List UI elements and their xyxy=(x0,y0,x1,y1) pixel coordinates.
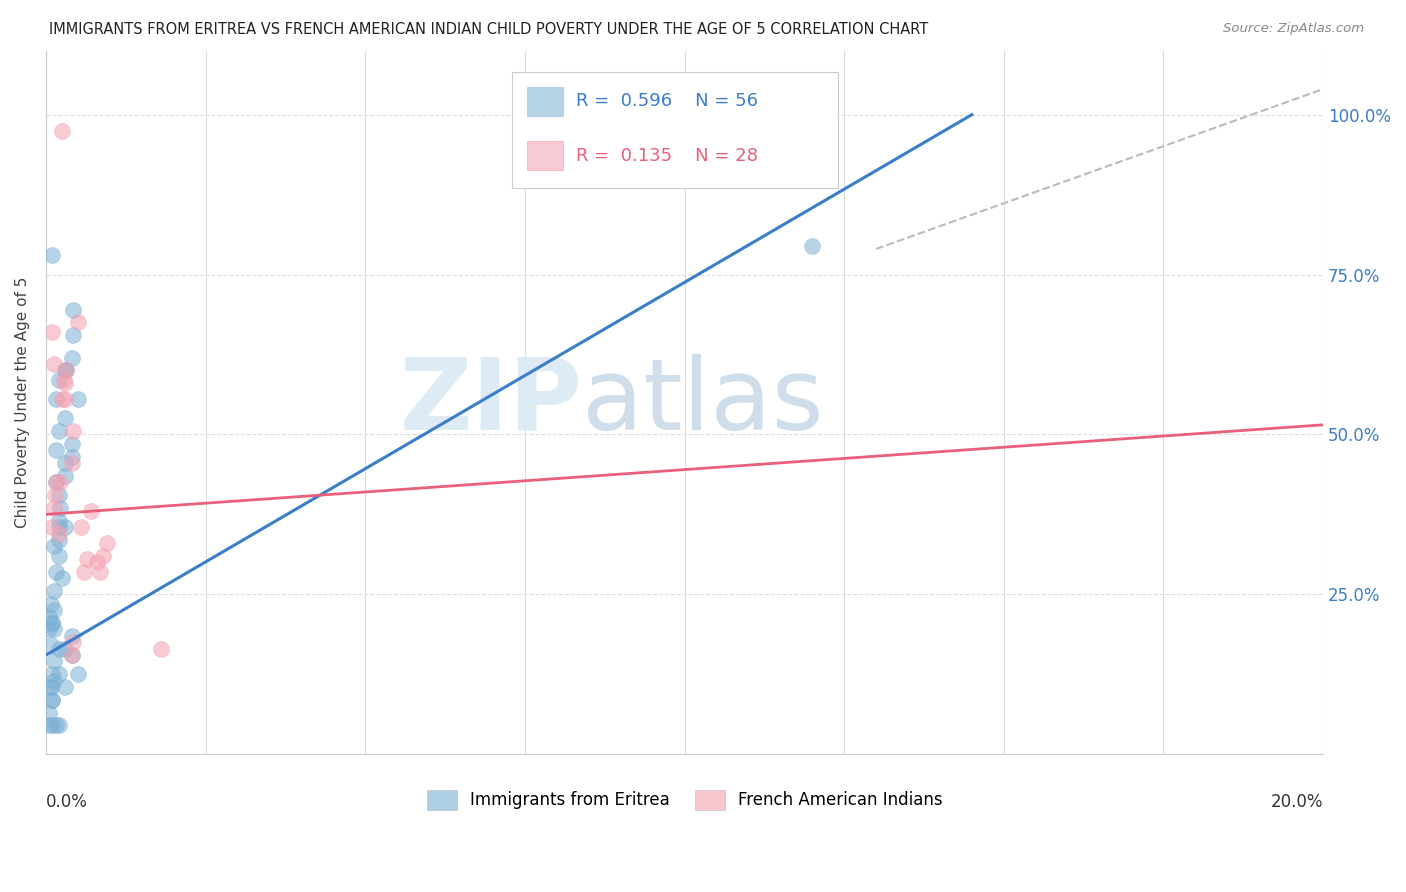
Point xyxy=(41,616,63,631)
FancyBboxPatch shape xyxy=(512,71,838,188)
Point xyxy=(66,316,89,330)
Point xyxy=(41,325,63,339)
Y-axis label: Child Poverty Under the Age of 5: Child Poverty Under the Age of 5 xyxy=(15,277,30,528)
Point xyxy=(62,328,84,343)
Point xyxy=(45,443,67,458)
Point xyxy=(48,533,70,547)
Point xyxy=(48,520,70,534)
Text: R =  0.596    N = 56: R = 0.596 N = 56 xyxy=(576,93,758,111)
Point xyxy=(60,450,83,464)
Point xyxy=(41,718,63,732)
Point xyxy=(79,504,101,518)
Text: atlas: atlas xyxy=(582,354,824,451)
Point xyxy=(48,514,70,528)
Point xyxy=(41,693,63,707)
Point xyxy=(44,539,66,553)
Point xyxy=(49,500,72,515)
Point xyxy=(38,609,60,624)
Point xyxy=(66,392,89,407)
Point xyxy=(53,520,76,534)
Point xyxy=(55,363,77,377)
Point xyxy=(53,469,76,483)
Point xyxy=(60,648,83,662)
Point xyxy=(41,667,63,681)
Point xyxy=(44,488,66,502)
Point xyxy=(39,639,62,653)
FancyBboxPatch shape xyxy=(527,141,564,170)
Point xyxy=(51,392,73,407)
Point xyxy=(53,411,76,425)
Point xyxy=(55,363,77,377)
Point xyxy=(48,667,70,681)
Point xyxy=(48,526,70,541)
Point xyxy=(76,552,98,566)
Point xyxy=(62,424,84,438)
Point xyxy=(48,373,70,387)
Point xyxy=(53,363,76,377)
Point xyxy=(42,673,65,688)
Point xyxy=(52,373,75,387)
Point xyxy=(60,648,83,662)
Text: Source: ZipAtlas.com: Source: ZipAtlas.com xyxy=(1223,22,1364,36)
Point xyxy=(51,571,73,585)
Point xyxy=(53,641,76,656)
Point xyxy=(149,641,172,656)
Point xyxy=(44,584,66,599)
Point xyxy=(53,376,76,391)
Point xyxy=(45,392,67,407)
Point xyxy=(45,565,67,579)
Point xyxy=(70,520,93,534)
Point xyxy=(41,520,63,534)
Point xyxy=(39,597,62,611)
Point xyxy=(66,667,89,681)
Point xyxy=(38,706,60,720)
Point xyxy=(89,565,111,579)
Point xyxy=(42,357,65,371)
Point xyxy=(42,623,65,637)
Point xyxy=(48,424,70,438)
Point xyxy=(38,623,60,637)
Point xyxy=(96,536,118,550)
Point xyxy=(801,239,824,253)
Point xyxy=(42,500,65,515)
Point xyxy=(41,693,63,707)
Point xyxy=(53,456,76,470)
Point xyxy=(48,549,70,563)
Text: 0.0%: 0.0% xyxy=(46,793,87,811)
Text: IMMIGRANTS FROM ERITREA VS FRENCH AMERICAN INDIAN CHILD POVERTY UNDER THE AGE OF: IMMIGRANTS FROM ERITREA VS FRENCH AMERIC… xyxy=(49,22,928,37)
Point xyxy=(45,475,67,490)
Point xyxy=(41,616,63,631)
Point xyxy=(48,718,70,732)
Legend: Immigrants from Eritrea, French American Indians: Immigrants from Eritrea, French American… xyxy=(420,784,949,816)
Point xyxy=(48,488,70,502)
Point xyxy=(51,123,73,137)
Point xyxy=(39,680,62,694)
Text: 20.0%: 20.0% xyxy=(1271,793,1323,811)
Point xyxy=(60,629,83,643)
Point xyxy=(48,641,70,656)
Point xyxy=(49,475,72,490)
Point xyxy=(39,680,62,694)
Point xyxy=(62,635,84,649)
Point xyxy=(41,248,63,262)
Point xyxy=(38,718,60,732)
Point xyxy=(42,655,65,669)
Text: ZIP: ZIP xyxy=(399,354,582,451)
Point xyxy=(53,392,76,407)
Point xyxy=(86,555,108,569)
Point xyxy=(60,456,83,470)
Point xyxy=(42,603,65,617)
Point xyxy=(53,680,76,694)
Point xyxy=(93,549,115,563)
Point xyxy=(60,351,83,365)
Point xyxy=(45,475,67,490)
Point xyxy=(62,302,84,317)
FancyBboxPatch shape xyxy=(527,87,564,116)
Point xyxy=(73,565,96,579)
Point xyxy=(45,718,67,732)
Text: R =  0.135    N = 28: R = 0.135 N = 28 xyxy=(576,147,758,165)
Point xyxy=(60,437,83,451)
